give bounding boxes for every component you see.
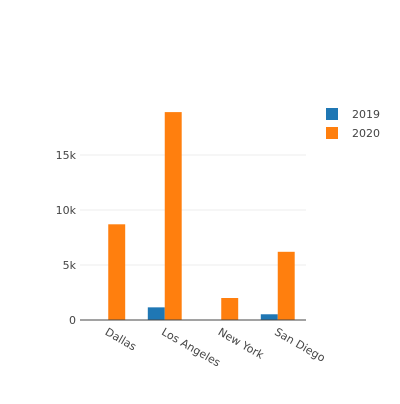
legend-swatch [326,108,338,120]
y-tick-label: 10k [56,204,77,217]
legend-label: 2019 [352,108,380,121]
bar-2019-san-diego [260,314,278,320]
legend-item-2020[interactable]: 2020 [326,127,380,140]
x-tick-label: New York [216,325,267,362]
bar-2019-los-angeles [147,307,165,320]
y-tick-label: 15k [56,149,77,162]
legend-swatch [326,127,338,139]
bar-2020-los-angeles [164,112,182,320]
y-axis-ticks: 0 5k 10k 15k [56,149,77,327]
y-tick-label: 0 [69,314,76,327]
y-tick-label: 5k [63,259,77,272]
bars [108,112,295,320]
bar-2020-new-york [221,298,239,320]
legend[interactable]: 2019 2020 [326,108,380,140]
bar-2020-dallas [108,224,126,320]
legend-item-2019[interactable]: 2019 [326,108,380,121]
x-tick-label: Los Angeles [159,325,223,369]
bar-2020-san-diego [277,251,295,320]
x-tick-label: San Diego [272,325,327,364]
legend-label: 2020 [352,127,380,140]
x-tick-label: Dallas [103,325,139,353]
